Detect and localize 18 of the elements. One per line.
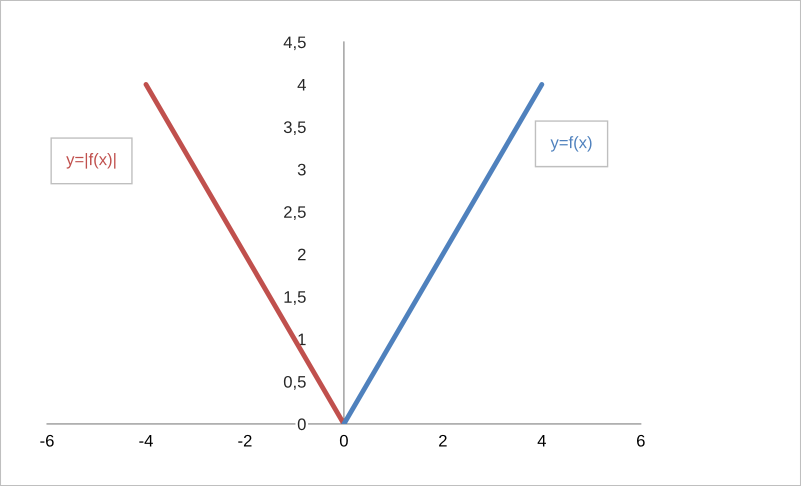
y-tick-label: 1,5 [284,291,306,305]
x-tick-label: 0 [340,434,348,447]
x-tick-label: 6 [637,434,645,447]
y-tick-label: 4 [298,79,306,90]
y-tick-label: 4,5 [284,36,306,50]
y-tick-label: 0 [298,418,306,430]
y-tick-label: 2 [298,248,306,260]
y-tick-label: 0,5 [284,376,306,390]
y-tick-label: 2,5 [284,206,306,220]
text: y=f(x) [550,136,592,152]
x-tick-label: 2 [439,434,447,446]
x-tick-label: 4 [538,435,546,446]
x-tick-label: -4 [139,435,153,446]
x-tick-label: -6 [40,434,54,447]
y-tick-label: 3,5 [284,121,306,136]
text: y=|f(x)| [66,153,116,169]
y-tick-label: 3 [298,164,306,176]
x-tick-label: -2 [238,434,252,446]
